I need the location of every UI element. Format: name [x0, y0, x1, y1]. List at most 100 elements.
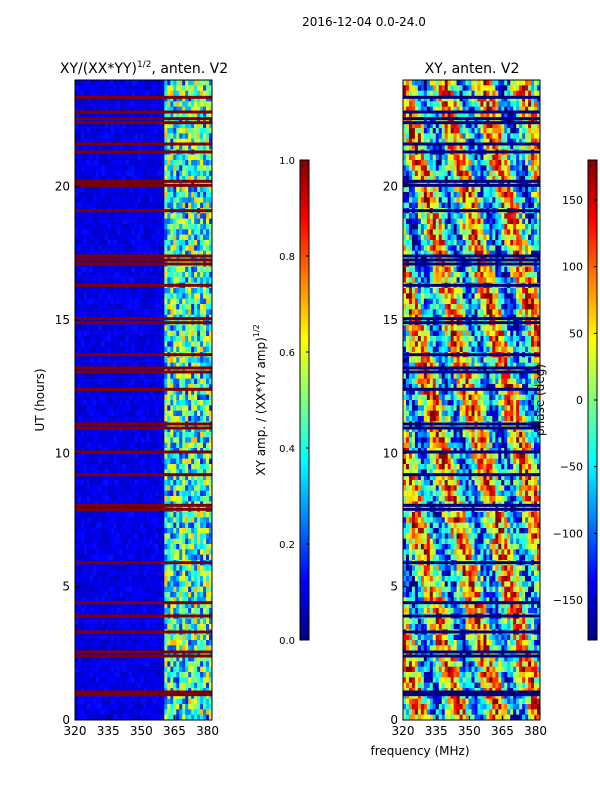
left-heatmap-cell	[188, 90, 192, 97]
left-heatmap-cell	[191, 522, 195, 529]
left-heatmap-cell	[95, 400, 100, 406]
left-heatmap-cell	[170, 304, 174, 310]
left-heatmap-cell	[194, 229, 198, 236]
left-heatmap-cell	[209, 298, 212, 305]
left-heatmap-cell	[89, 634, 94, 641]
left-heatmap-cell	[206, 186, 210, 193]
left-heatmap-cell	[179, 544, 183, 550]
left-heatmap-cell	[161, 640, 165, 646]
left-heatmap-cell	[140, 618, 144, 625]
left-heatmap-cell	[197, 197, 201, 204]
left-heatmap-cell	[113, 272, 118, 278]
left-heatmap-cell	[104, 426, 109, 433]
left-heatmap-cell	[194, 453, 198, 460]
left-heatmap-cell	[113, 90, 118, 97]
left-heatmap-cell	[116, 586, 121, 593]
left-heatmap-cell	[104, 656, 109, 662]
left-heatmap-cell	[209, 272, 212, 278]
left-heatmap-cell	[128, 298, 132, 305]
left-heatmap-cell	[143, 384, 147, 390]
left-heatmap-cell	[209, 90, 212, 97]
left-heatmap-cell	[75, 538, 79, 545]
left-heatmap-cell	[164, 266, 168, 273]
left-heatmap-cell	[170, 592, 174, 598]
left-heatmap-cell	[128, 101, 132, 108]
left-heatmap-cell	[113, 565, 118, 572]
left-heatmap-cell	[131, 160, 135, 166]
left-heatmap-cell	[209, 608, 212, 614]
left-heatmap-cell	[185, 128, 189, 134]
left-heatmap-cell	[185, 464, 189, 470]
left-heatmap-cell	[92, 224, 97, 230]
left-heatmap-cell	[161, 197, 165, 204]
left-heatmap-cell	[128, 528, 132, 534]
left-heatmap-cell	[173, 346, 177, 353]
left-heatmap-cell	[197, 277, 201, 284]
left-heatmap-cell	[116, 570, 121, 577]
left-heatmap-cell	[173, 586, 177, 593]
left-heatmap-cell	[95, 565, 100, 572]
left-heatmap-cell	[164, 570, 168, 577]
left-heatmap-cell	[149, 405, 153, 412]
left-heatmap-cell	[203, 357, 207, 364]
left-heatmap-cell	[203, 384, 207, 390]
left-heatmap-cell	[77, 138, 82, 145]
left-heatmap-cell	[113, 586, 118, 593]
left-heatmap-cell	[182, 469, 186, 476]
left-heatmap-cell	[185, 608, 189, 614]
left-heatmap-cell	[155, 160, 159, 166]
left-heatmap-cell	[152, 122, 156, 129]
left-heatmap-cell	[98, 522, 103, 529]
left-heatmap-cell	[86, 426, 91, 433]
left-heatmap-cell	[140, 240, 144, 246]
left-heatmap-cell	[191, 325, 195, 332]
left-heatmap-cell	[77, 154, 82, 161]
left-heatmap-cell	[92, 416, 97, 422]
left-heatmap-cell	[161, 309, 165, 316]
left-heatmap-cell	[143, 624, 147, 630]
left-heatmap-cell	[185, 426, 189, 433]
left-heatmap-cell	[122, 165, 127, 172]
left-heatmap-cell	[75, 218, 79, 225]
left-heatmap-cell	[107, 96, 112, 102]
left-heatmap-cell	[158, 346, 162, 353]
left-heatmap-cell	[146, 330, 150, 337]
left-heatmap-cell	[101, 250, 106, 257]
left-heatmap-cell	[110, 528, 115, 534]
left-heatmap-cell	[83, 410, 88, 417]
left-heatmap-cell	[173, 394, 177, 401]
left-heatmap-cell	[98, 186, 103, 193]
left-heatmap-cell	[104, 192, 109, 198]
left-heatmap-cell	[80, 90, 85, 97]
left-heatmap-cell	[101, 645, 106, 652]
left-heatmap-cell	[155, 624, 159, 630]
left-heatmap-cell	[98, 656, 103, 662]
left-heatmap-cell	[134, 106, 138, 113]
left-heatmap-cell	[179, 101, 183, 108]
left-heatmap-cell	[182, 213, 186, 220]
left-heatmap-cell	[182, 154, 186, 161]
left-heatmap-cell	[155, 186, 159, 193]
left-heatmap-cell	[95, 341, 100, 348]
left-heatmap-cell	[185, 650, 189, 657]
left-heatmap-cell	[107, 272, 112, 278]
left-heatmap-cell	[107, 325, 112, 332]
left-heatmap-cell	[125, 298, 130, 305]
left-heatmap-cell	[143, 485, 147, 492]
left-heatmap-cell	[98, 90, 103, 97]
left-heatmap-cell	[110, 202, 115, 209]
left-heatmap-cell	[113, 576, 118, 582]
left-heatmap-cell	[125, 213, 130, 220]
left-heatmap-cell	[134, 85, 138, 92]
left-heatmap-cell	[185, 522, 189, 529]
left-heatmap-cell	[146, 133, 150, 140]
left-heatmap-cell	[83, 144, 88, 150]
left-heatmap-cell	[89, 138, 94, 145]
left-heatmap-cell	[95, 266, 100, 273]
left-heatmap-cell	[83, 234, 88, 241]
left-heatmap-cell	[113, 304, 118, 310]
left-heatmap-cell	[143, 432, 147, 438]
left-heatmap-cell	[128, 106, 132, 113]
left-heatmap-cell	[86, 128, 91, 134]
left-heatmap-cell	[95, 186, 100, 193]
